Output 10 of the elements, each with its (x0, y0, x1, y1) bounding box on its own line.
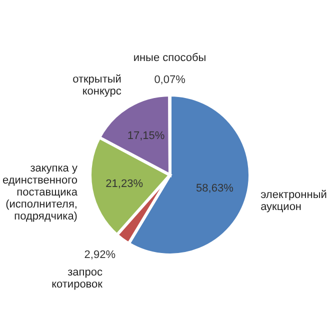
data-label: 2,92% (84, 248, 116, 261)
data-label: 58,63% (196, 182, 234, 194)
data-label: 0,07% (154, 74, 186, 86)
slice-label: иные способы (133, 52, 206, 64)
slice-label: запрос котировок (52, 266, 103, 291)
slice-label: открытый конкурс (72, 74, 122, 98)
slice-label: закупка у единственного поставщика (исполнителя, подрядчика) (2, 162, 78, 223)
slice-label: электронный аукцион (260, 189, 327, 214)
data-label: 21,23% (106, 178, 144, 190)
data-label: 17,15% (127, 130, 165, 142)
